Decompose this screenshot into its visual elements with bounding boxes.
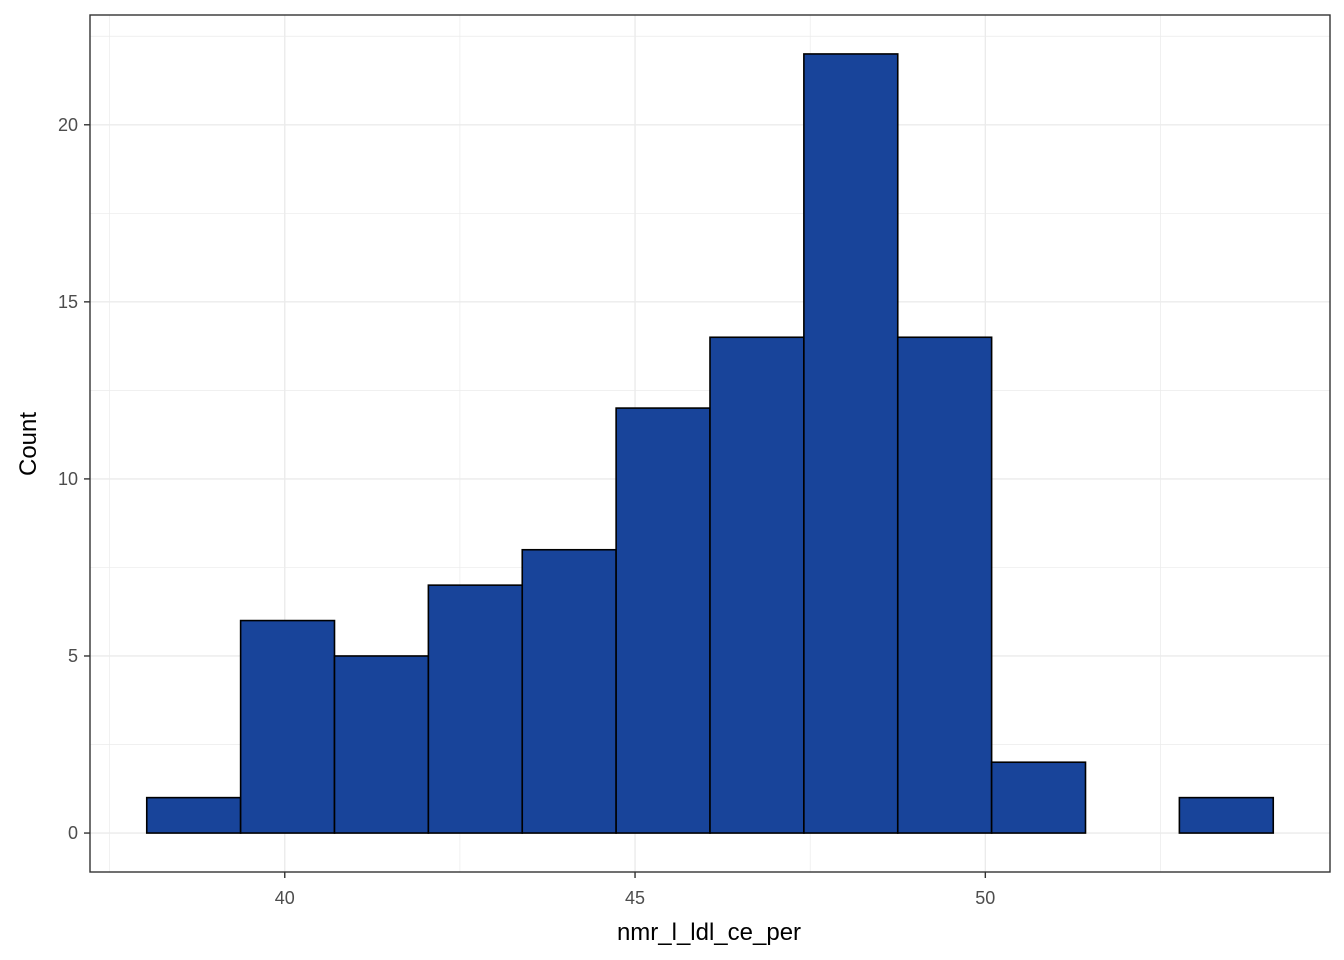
y-tick-label: 0 xyxy=(68,823,78,843)
y-tick-label: 15 xyxy=(58,292,78,312)
x-axis-ticks: 40 45 50 xyxy=(275,872,995,908)
histogram-bar xyxy=(521,548,617,834)
histogram-bar xyxy=(333,655,430,834)
y-axis-title: Count xyxy=(15,412,42,476)
histogram-bar xyxy=(1178,796,1275,834)
x-tick-label: 45 xyxy=(625,888,645,908)
x-tick-label: 40 xyxy=(275,888,295,908)
histogram-bars xyxy=(145,53,1275,834)
y-tick-label: 5 xyxy=(68,646,78,666)
y-axis-ticks: 0 5 10 15 20 xyxy=(58,115,90,843)
histogram-bar xyxy=(427,584,524,834)
x-axis-title: nmr_l_ldl_ce_per xyxy=(617,919,801,946)
histogram-bar xyxy=(803,53,899,834)
y-tick-label: 20 xyxy=(58,115,78,135)
histogram-bar xyxy=(615,407,711,834)
histogram-bar xyxy=(709,336,805,834)
histogram-bar xyxy=(239,619,336,834)
y-tick-label: 10 xyxy=(58,469,78,489)
x-tick-label: 50 xyxy=(975,888,995,908)
histogram-bar xyxy=(896,336,993,834)
histogram-bar xyxy=(145,796,242,834)
histogram-bar xyxy=(990,761,1087,834)
panel-border xyxy=(89,14,1331,873)
